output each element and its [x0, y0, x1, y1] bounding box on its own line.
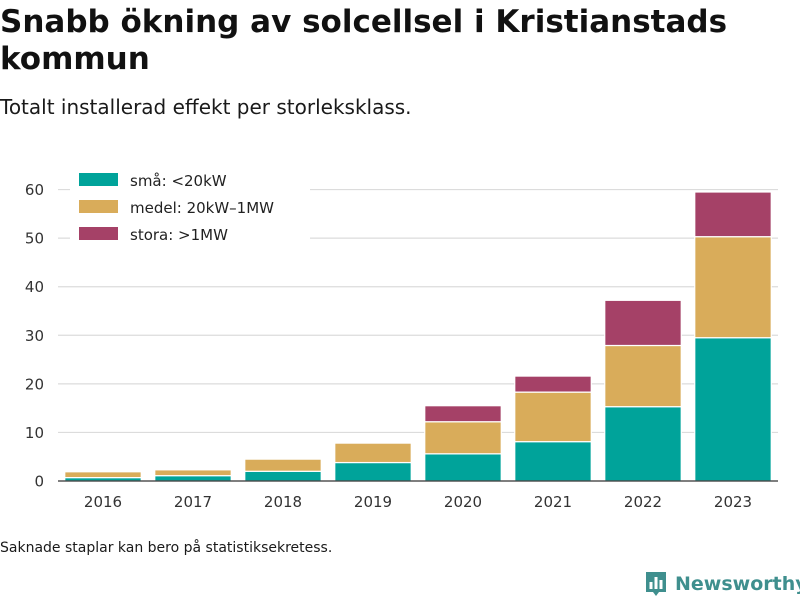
legend-label: små: <20kW: [130, 172, 227, 190]
legend-swatch: [79, 227, 118, 240]
legend-swatch: [79, 200, 118, 213]
y-tick-label: 0: [34, 473, 44, 491]
legend-swatch: [79, 173, 118, 186]
footnote: Saknade staplar kan bero på statistiksek…: [0, 540, 333, 556]
y-tick-label: 50: [25, 230, 44, 248]
x-tick-label: 2021: [534, 493, 572, 511]
bar-2017-series-0: [154, 475, 232, 482]
bar-2019-series-0: [334, 461, 412, 482]
brand-name: Newsworthy: [675, 573, 800, 595]
bar-2021-series-1: [514, 391, 592, 443]
newsworthy-logo: Newsworthy: [644, 570, 800, 598]
bar-2023-series-0: [694, 337, 772, 482]
bar-2022-series-2: [604, 299, 682, 347]
y-tick-label: 30: [25, 327, 44, 345]
chart-subtitle: Totalt installerad effekt per storlekskl…: [0, 95, 412, 119]
x-axis-ticks: 2016 2017 2018 2019 2020 2021 2022 2023: [84, 493, 752, 511]
x-tick-label: 2016: [84, 493, 122, 511]
bar-chart-pin-icon: [646, 572, 666, 596]
bars: [64, 191, 772, 482]
x-tick-label: 2018: [264, 493, 302, 511]
bar-2021-series-0: [514, 441, 592, 482]
bar-2021-series-2: [514, 375, 592, 393]
x-tick-label: 2022: [624, 493, 662, 511]
bar-2020-series-0: [424, 453, 502, 482]
x-tick-label: 2020: [444, 493, 482, 511]
bar-2022-series-0: [604, 406, 682, 482]
y-tick-label: 40: [25, 278, 44, 296]
bar-2020-series-2: [424, 405, 502, 423]
bar-2022-series-1: [604, 344, 682, 408]
x-tick-label: 2017: [174, 493, 212, 511]
x-tick-label: 2019: [354, 493, 392, 511]
bar-2016-series-1: [64, 471, 142, 479]
bar-2019-series-1: [334, 442, 412, 464]
bar-2023-series-2: [694, 191, 772, 238]
bar-2018-series-0: [244, 470, 322, 482]
y-axis-ticks: 0 10 20 30 40 50 60: [25, 181, 44, 490]
legend-label: medel: 20kW–1MW: [130, 199, 274, 217]
legend-label: stora: >1MW: [130, 226, 228, 244]
y-tick-label: 60: [25, 181, 44, 199]
bar-2023-series-1: [694, 236, 772, 339]
y-tick-label: 10: [25, 424, 44, 442]
y-tick-label: 20: [25, 375, 44, 393]
bar-2018-series-1: [244, 458, 322, 472]
chart-title: Snabb ökning av solcellsel i Kristiansta…: [0, 4, 728, 77]
legend: små: <20kW medel: 20kW–1MW stora: >1MW: [70, 166, 310, 246]
x-tick-label: 2023: [714, 493, 752, 511]
bar-2020-series-1: [424, 421, 502, 455]
bar-2017-series-1: [154, 469, 232, 477]
